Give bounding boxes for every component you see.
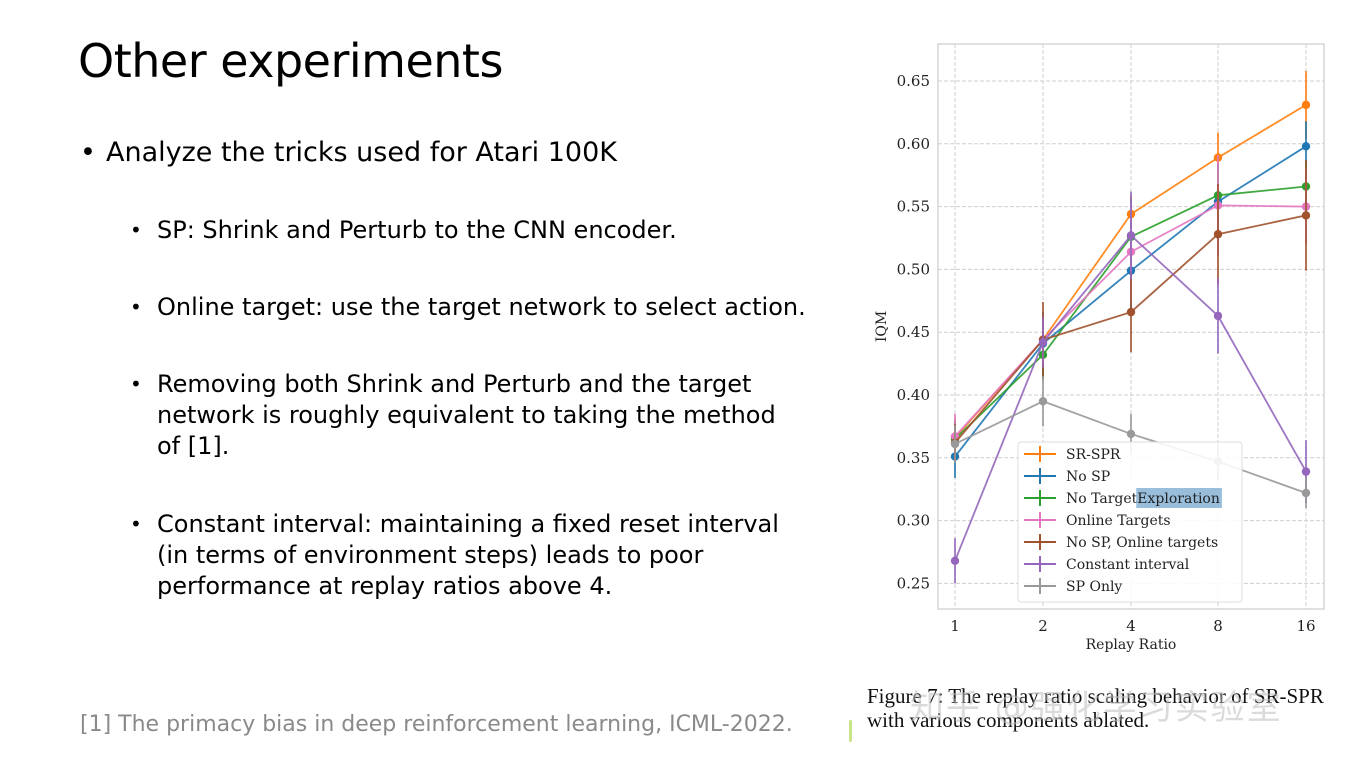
svg-text:Online Targets: Online Targets bbox=[1066, 513, 1171, 529]
decorative-mark bbox=[849, 720, 852, 742]
svg-text:0.35: 0.35 bbox=[897, 449, 930, 467]
svg-text:0.50: 0.50 bbox=[897, 260, 930, 278]
svg-text:16: 16 bbox=[1296, 617, 1315, 635]
svg-text:2: 2 bbox=[1038, 617, 1048, 635]
svg-text:1: 1 bbox=[950, 617, 960, 635]
chart-legend: SR-SPR No SP No Target Exploration Online T… bbox=[1017, 441, 1243, 603]
bullet-text: Analyze the tricks used for Atari 100K bbox=[106, 137, 617, 168]
figure-caption: Figure 7: The replay ratio scaling behav… bbox=[867, 684, 1324, 732]
svg-text:No Target: No Target bbox=[1066, 491, 1138, 507]
bullet-constant-interval: • Constant interval: maintaining a fixed… bbox=[130, 509, 800, 602]
bullet-dot-icon: • bbox=[80, 137, 96, 168]
bullet-text: Constant interval: maintaining a fixed r… bbox=[157, 510, 779, 600]
svg-text:0.65: 0.65 bbox=[897, 72, 930, 90]
svg-text:0.25: 0.25 bbox=[897, 574, 930, 592]
svg-text:0.60: 0.60 bbox=[897, 135, 930, 153]
bullet-online-target: • Online target: use the target network … bbox=[130, 292, 820, 323]
svg-text:SR-SPR: SR-SPR bbox=[1066, 447, 1121, 463]
svg-text:SP Only: SP Only bbox=[1066, 579, 1122, 595]
bullet-dot-icon: • bbox=[130, 372, 142, 396]
bullet-dot-icon: • bbox=[130, 218, 142, 242]
svg-text:Constant interval: Constant interval bbox=[1066, 557, 1190, 573]
slide-title: Other experiments bbox=[78, 34, 503, 88]
bullet-removing-both: • Removing both Shrink and Perturb and t… bbox=[130, 369, 790, 462]
svg-text:No SP: No SP bbox=[1066, 469, 1110, 485]
iqm-line-chart: 0.25 0.30 0.35 0.40 0.45 0.50 0.55 0.60 0.65 1 2 4 8… bbox=[860, 36, 1340, 666]
svg-text:0.55: 0.55 bbox=[897, 198, 930, 216]
bullet-text: Removing both Shrink and Perturb and the… bbox=[157, 370, 776, 460]
svg-text:IQM: IQM bbox=[874, 311, 890, 342]
svg-text:0.40: 0.40 bbox=[897, 386, 930, 404]
svg-text:8: 8 bbox=[1213, 617, 1223, 635]
bullet-text: SP: Shrink and Perturb to the CNN encode… bbox=[157, 216, 677, 244]
svg-text:No SP, Online targets: No SP, Online targets bbox=[1066, 535, 1218, 551]
footnote: [1] The primacy bias in deep reinforceme… bbox=[80, 712, 793, 737]
bullet-sp: • SP: Shrink and Perturb to the CNN enco… bbox=[130, 215, 820, 246]
svg-text:4: 4 bbox=[1126, 617, 1136, 635]
svg-text:0.30: 0.30 bbox=[897, 512, 930, 530]
bullet-main: • Analyze the tricks used for Atari 100K bbox=[80, 137, 617, 169]
svg-text:0.45: 0.45 bbox=[897, 323, 930, 341]
bullet-dot-icon: • bbox=[130, 512, 142, 536]
bullet-dot-icon: • bbox=[130, 295, 142, 319]
svg-text:Replay Ratio: Replay Ratio bbox=[1086, 637, 1177, 653]
svg-text:Exploration: Exploration bbox=[1137, 491, 1220, 507]
bullet-text: Online target: use the target network to… bbox=[157, 293, 806, 321]
